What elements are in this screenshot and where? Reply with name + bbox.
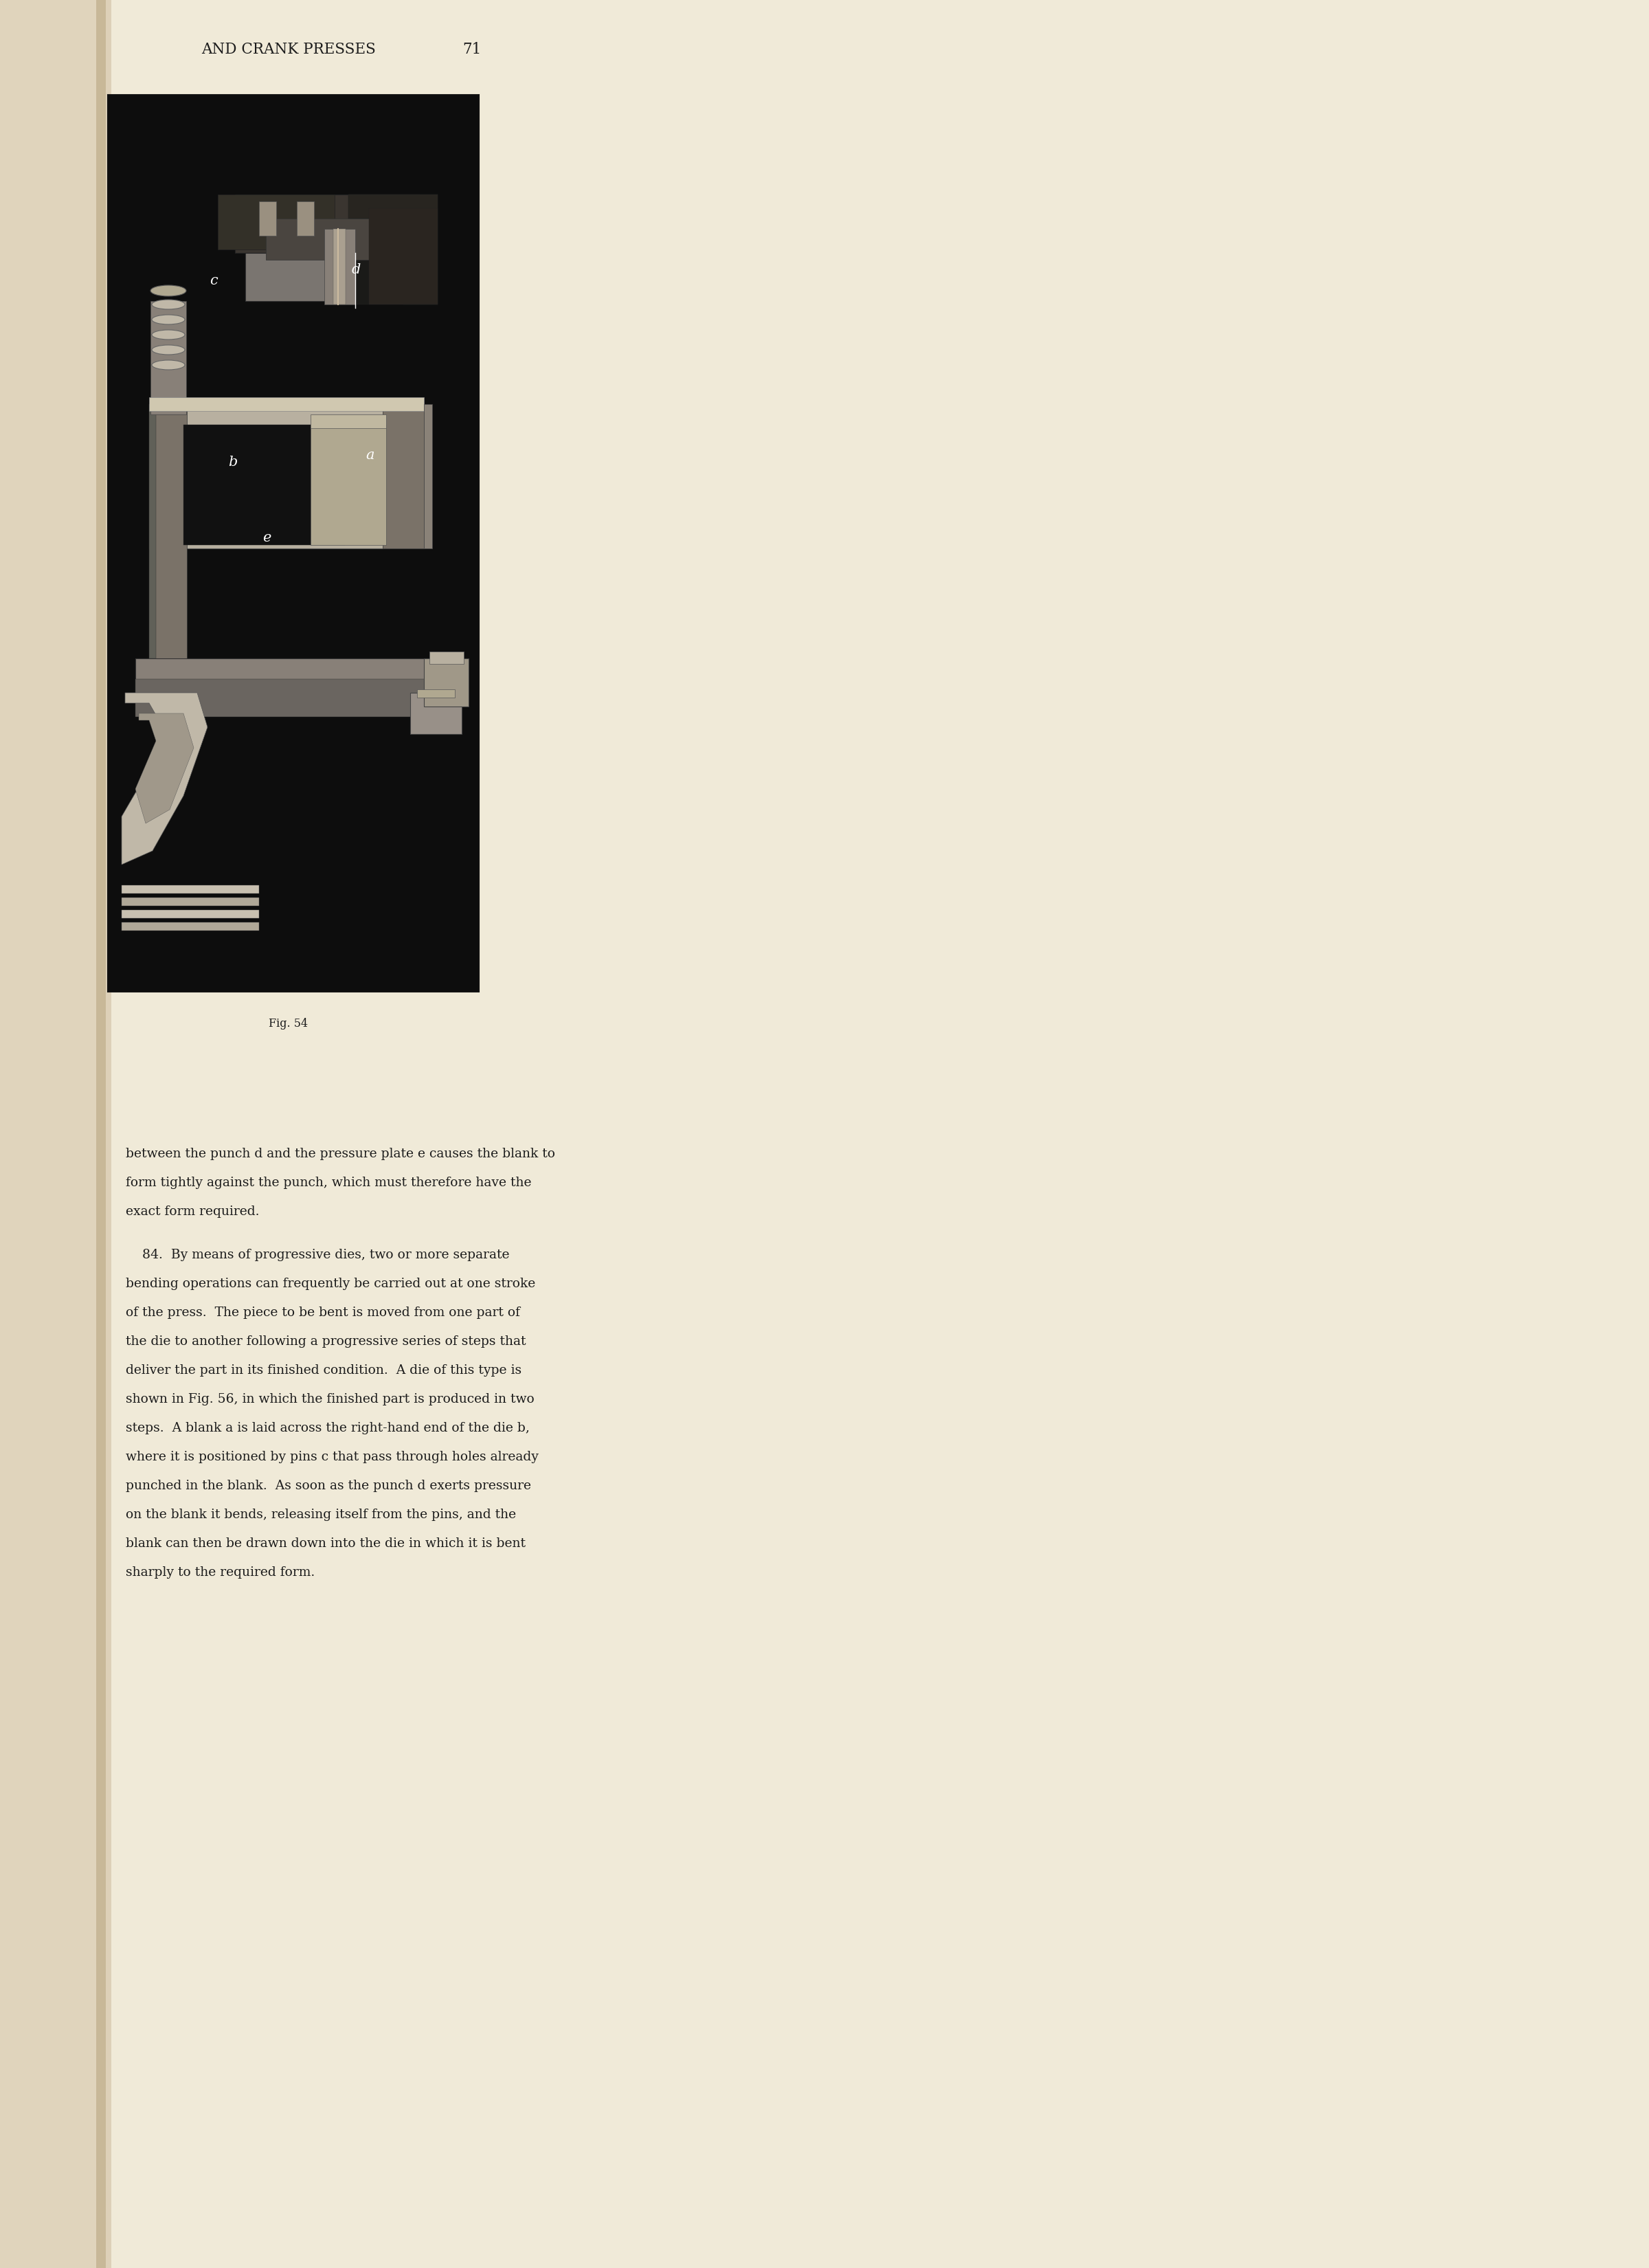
Bar (148, 404, 424, 549)
Ellipse shape (152, 345, 185, 354)
Bar (106, 0, 112, 2268)
Bar (246, 249, 411, 302)
Text: of the press.  The piece to be bent is moved from one part of: of the press. The piece to be bent is mo… (125, 1306, 519, 1320)
Text: steps.  A blank a is laid across the right-hand end of the die b,: steps. A blank a is laid across the righ… (125, 1422, 529, 1433)
Text: d: d (351, 263, 361, 277)
Bar (383, 404, 424, 549)
Bar (135, 658, 449, 714)
Text: 84.  By means of progressive dies, two or more separate: 84. By means of progressive dies, two or… (125, 1250, 510, 1261)
Polygon shape (122, 692, 208, 864)
Bar (122, 923, 259, 930)
Bar (218, 195, 335, 249)
Ellipse shape (152, 329, 185, 340)
Text: between the punch d and the pressure plate e causes the blank to: between the punch d and the pressure pla… (125, 1148, 556, 1161)
Bar (148, 397, 424, 411)
Text: AND CRANK PRESSES: AND CRANK PRESSES (201, 41, 376, 57)
Bar (325, 229, 355, 304)
Bar (265, 218, 389, 261)
Ellipse shape (152, 315, 185, 324)
Polygon shape (348, 195, 437, 304)
Text: e: e (262, 531, 270, 544)
Text: the die to another following a progressive series of steps that: the die to another following a progressi… (125, 1336, 526, 1347)
Text: Fig. 54: Fig. 54 (269, 1018, 308, 1030)
Text: blank can then be drawn down into the die in which it is bent: blank can then be drawn down into the di… (125, 1538, 526, 1549)
Text: a: a (366, 449, 374, 463)
Text: b: b (228, 456, 237, 469)
Bar (369, 209, 437, 304)
Bar (183, 424, 345, 544)
Bar (297, 202, 313, 236)
Bar (424, 404, 432, 549)
Text: 71: 71 (463, 41, 482, 57)
Text: exact form required.: exact form required. (125, 1207, 259, 1218)
Bar (417, 689, 455, 699)
Bar (310, 415, 386, 429)
Ellipse shape (150, 286, 186, 297)
Bar (150, 302, 186, 415)
Text: shown in Fig. 56, in which the finished part is produced in two: shown in Fig. 56, in which the finished … (125, 1393, 534, 1406)
Bar (148, 404, 186, 658)
Bar (122, 898, 259, 905)
Bar (348, 195, 437, 304)
Bar (96, 0, 109, 2268)
Text: form tightly against the punch, which must therefore have the: form tightly against the punch, which mu… (125, 1177, 531, 1188)
Text: where it is positioned by pins c that pass through holes already: where it is positioned by pins c that pa… (125, 1452, 539, 1463)
Text: sharply to the required form.: sharply to the required form. (125, 1567, 315, 1579)
Bar (122, 885, 259, 894)
Bar (411, 692, 462, 735)
Bar (333, 229, 346, 304)
Bar (259, 202, 277, 236)
Bar (148, 404, 157, 658)
Text: punched in the blank.  As soon as the punch d exerts pressure: punched in the blank. As soon as the pun… (125, 1479, 531, 1492)
Ellipse shape (152, 299, 185, 308)
Bar (236, 195, 420, 254)
Polygon shape (135, 714, 195, 823)
Bar (0, 0, 107, 2268)
Bar (429, 651, 463, 665)
Bar (122, 909, 259, 919)
Bar (424, 658, 468, 708)
Bar (310, 424, 386, 544)
Bar (246, 231, 411, 254)
Bar (135, 678, 449, 717)
Ellipse shape (152, 361, 185, 370)
Text: c: c (209, 274, 218, 288)
Text: on the blank it bends, releasing itself from the pins, and the: on the blank it bends, releasing itself … (125, 1508, 516, 1522)
Text: bending operations can frequently be carried out at one stroke: bending operations can frequently be car… (125, 1277, 536, 1290)
Bar (107, 95, 478, 991)
Text: deliver the part in its finished condition.  A die of this type is: deliver the part in its finished conditi… (125, 1365, 521, 1377)
